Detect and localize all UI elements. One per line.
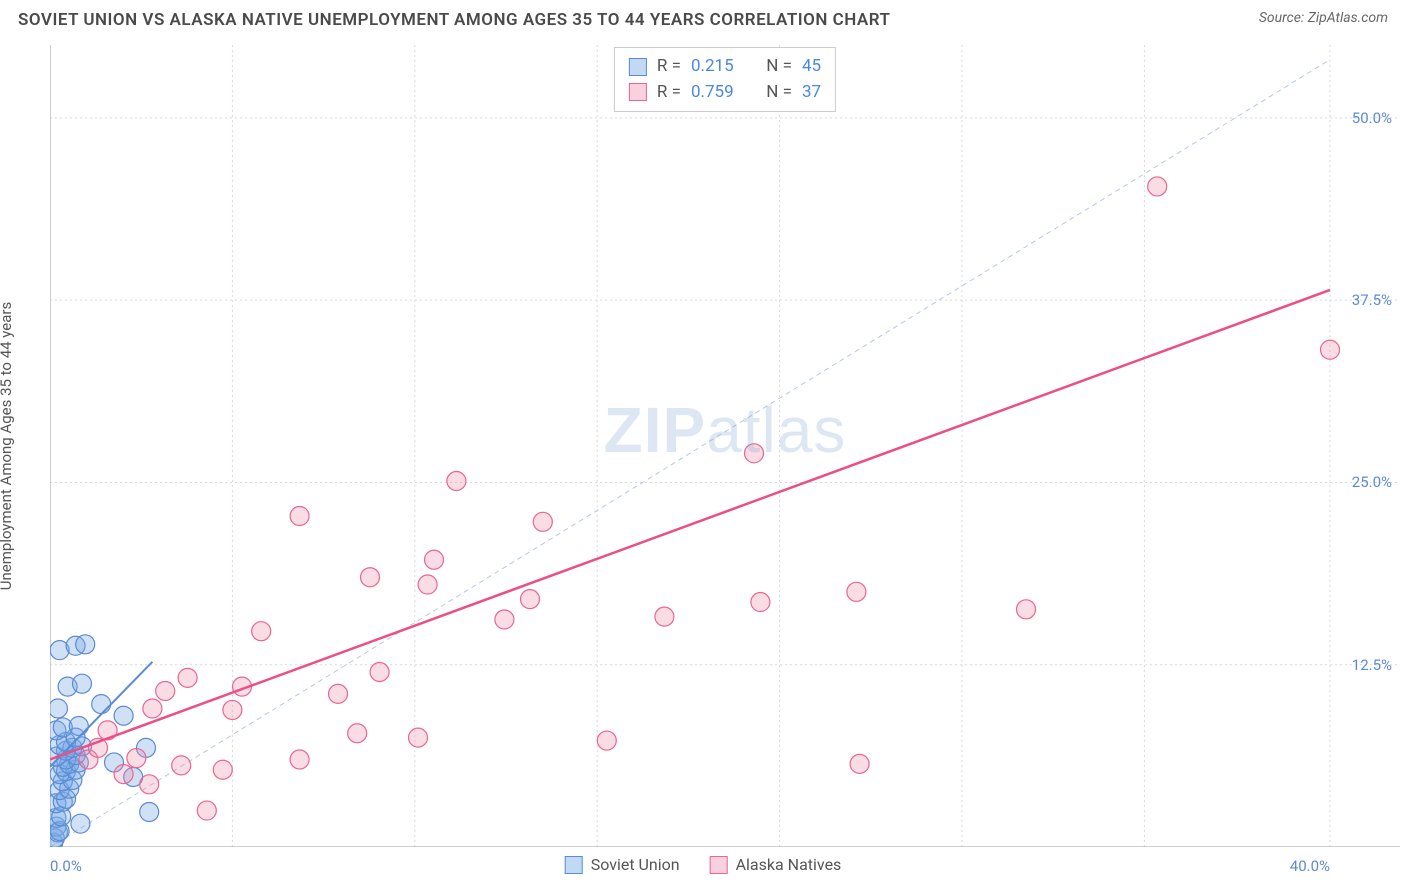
chart-title: SOVIET UNION VS ALASKA NATIVE UNEMPLOYME… xyxy=(18,10,891,30)
legend-label: Soviet Union xyxy=(591,855,680,874)
stats-legend: R = 0.215 N = 45R = 0.759 N = 37 xyxy=(614,47,836,112)
y-tick-label: 12.5% xyxy=(1352,656,1392,674)
y-tick-label: 37.5% xyxy=(1352,291,1392,309)
series-legend: Soviet Union Alaska Natives xyxy=(565,855,842,874)
legend-item: Soviet Union xyxy=(565,855,680,874)
y-tick-label: 25.0% xyxy=(1352,473,1392,491)
legend-item: Alaska Natives xyxy=(710,855,842,874)
plot-area: ZIPatlas R = 0.215 N = 45R = 0.759 N = 3… xyxy=(50,45,1400,847)
x-tick-label: 0.0% xyxy=(50,857,82,875)
legend-swatch xyxy=(629,58,647,76)
scatter-svg xyxy=(50,45,1400,847)
y-axis-label: Unemployment Among Ages 35 to 44 years xyxy=(0,302,15,590)
y-tick-label: 50.0% xyxy=(1352,109,1392,127)
legend-label: Alaska Natives xyxy=(736,855,842,874)
x-tick-label: 40.0% xyxy=(1290,857,1330,875)
legend-swatch xyxy=(565,856,583,874)
stats-legend-row: R = 0.759 N = 37 xyxy=(629,80,821,106)
stats-legend-row: R = 0.215 N = 45 xyxy=(629,54,821,80)
legend-swatch xyxy=(629,83,647,101)
legend-swatch xyxy=(710,856,728,874)
source-label: Source: ZipAtlas.com xyxy=(1259,10,1388,26)
